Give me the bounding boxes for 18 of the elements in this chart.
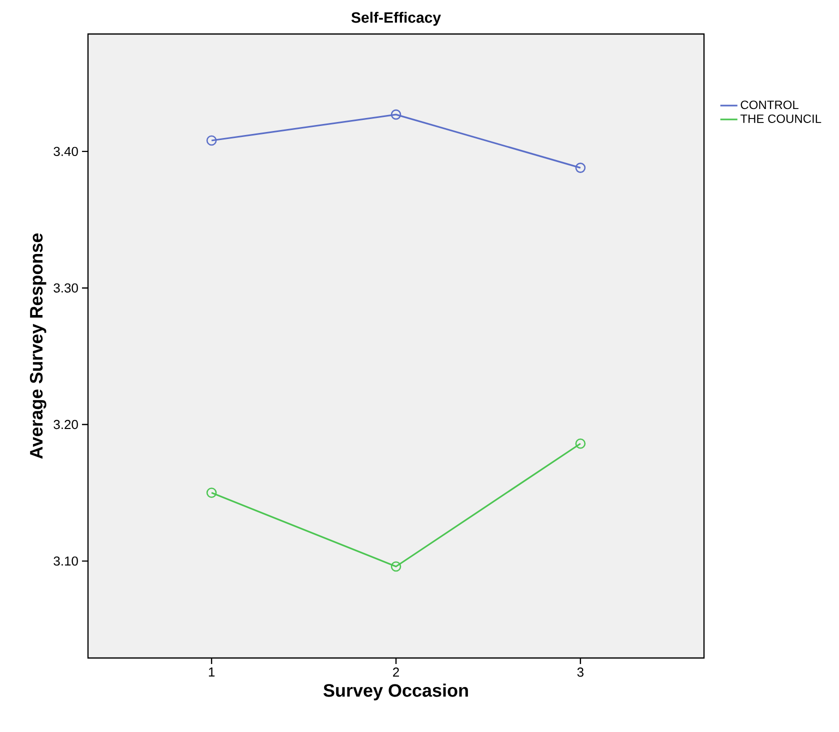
- x-tick-label: 2: [393, 668, 399, 677]
- point: [390, 109, 402, 120]
- y-tick-label: 3.40: [54, 146, 78, 156]
- point: [575, 162, 586, 173]
- x-tick-label: 3: [577, 668, 584, 677]
- point: [575, 438, 586, 449]
- point: [206, 488, 217, 498]
- y-axis-title: Average Survey Response: [30, 233, 46, 459]
- point: [206, 135, 217, 146]
- point: [390, 561, 402, 572]
- y-tick-label: 3.30: [54, 283, 78, 293]
- legend-label: THE COUNCIL: [740, 114, 822, 123]
- y-tick-label: 3.10: [54, 556, 78, 566]
- y-tick-label: 3.20: [54, 420, 78, 430]
- legend-label: CONTROL: [740, 100, 798, 110]
- chart-title: Self-Efficacy: [351, 12, 441, 26]
- x-axis-title: Survey Occasion: [323, 684, 468, 700]
- x-tick-label: 1: [208, 668, 215, 676]
